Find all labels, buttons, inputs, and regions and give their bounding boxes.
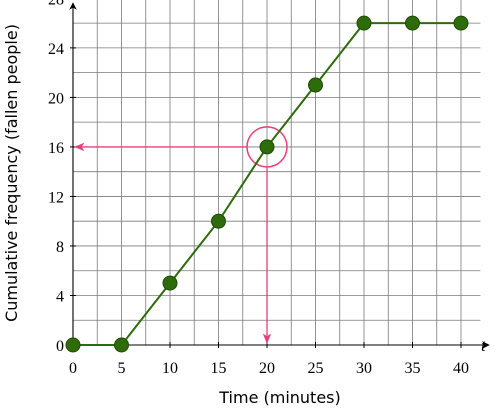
y-tick-label: 16 bbox=[48, 140, 64, 157]
data-point bbox=[453, 15, 469, 31]
data-point bbox=[308, 77, 323, 93]
x-tick-label: 5 bbox=[118, 360, 126, 377]
data-point bbox=[259, 139, 275, 155]
data-point bbox=[356, 15, 372, 31]
y-tick-label: 28 bbox=[48, 0, 64, 8]
x-tick-label: 35 bbox=[405, 360, 421, 377]
data-point bbox=[162, 275, 178, 291]
data-point bbox=[65, 337, 81, 353]
x-tick-label: 0 bbox=[69, 360, 77, 377]
x-tick-label: 40 bbox=[453, 360, 469, 377]
highlight-circle bbox=[246, 126, 288, 168]
axes bbox=[69, 2, 490, 349]
series bbox=[65, 15, 469, 353]
x-tick-label: 20 bbox=[259, 360, 275, 377]
grid bbox=[73, 0, 481, 345]
y-tick-label: 20 bbox=[48, 90, 64, 107]
y-tick-label: 4 bbox=[56, 288, 64, 305]
tick-labels: 0 5 10 15 20 25 30 35 40 0 4 8 12 16 20 24 28 bbox=[48, 0, 469, 377]
y-tick-label: 8 bbox=[56, 239, 64, 256]
x-tick-label: 25 bbox=[308, 360, 324, 377]
y-axis-label: Cumulative frequency (fallen people) bbox=[2, 24, 21, 322]
y-tick-label: 24 bbox=[48, 41, 64, 58]
x-tick-label: 30 bbox=[356, 360, 372, 377]
x-tick-label: 10 bbox=[162, 360, 178, 377]
y-tick-label: 0 bbox=[56, 338, 64, 355]
y-tick-label: 12 bbox=[48, 189, 64, 206]
x-tick-label: 15 bbox=[211, 360, 227, 377]
data-point bbox=[405, 15, 420, 31]
data-point bbox=[211, 213, 226, 229]
x-axis-variable: t bbox=[481, 336, 487, 355]
annotation bbox=[73, 126, 288, 345]
x-axis-label: Time (minutes) bbox=[218, 388, 341, 407]
data-point bbox=[114, 337, 129, 353]
